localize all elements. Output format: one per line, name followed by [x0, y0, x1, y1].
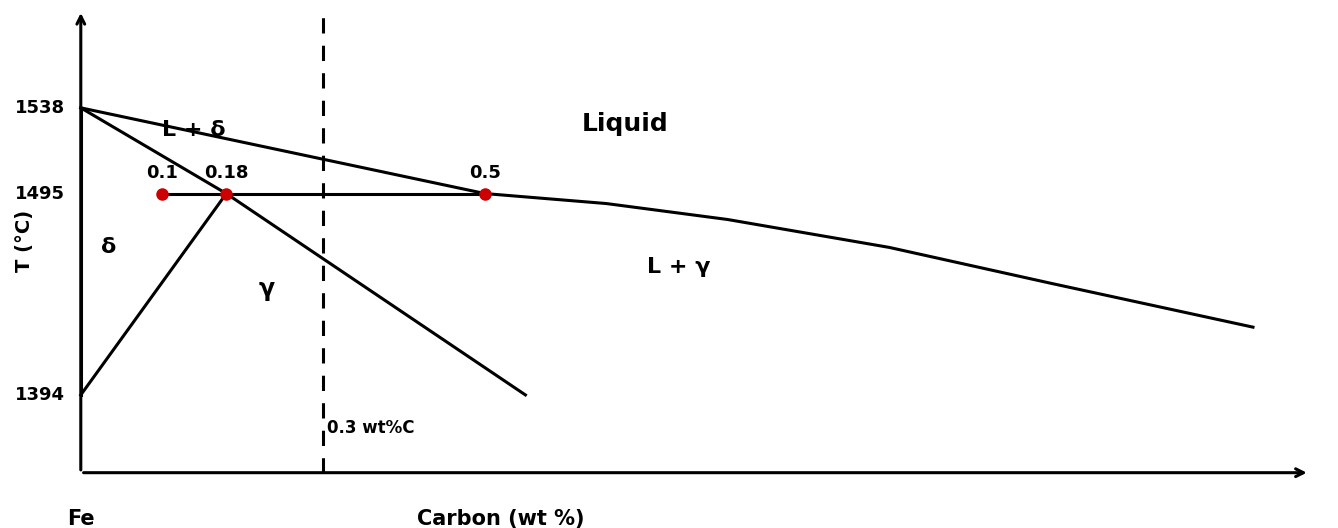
Text: T (°C): T (°C): [15, 210, 33, 272]
Text: L + δ: L + δ: [162, 120, 225, 140]
Text: L + γ: L + γ: [646, 257, 710, 277]
Text: 0.1: 0.1: [146, 164, 178, 182]
Text: 0.5: 0.5: [470, 164, 500, 182]
Text: 0.18: 0.18: [205, 164, 249, 182]
Text: 1538: 1538: [15, 99, 64, 117]
Text: Liquid: Liquid: [582, 112, 669, 136]
Text: 0.3 wt%C: 0.3 wt%C: [328, 419, 415, 437]
Text: δ: δ: [100, 238, 116, 258]
Text: 1394: 1394: [15, 386, 64, 404]
Text: Carbon (wt %): Carbon (wt %): [417, 508, 585, 528]
Text: γ: γ: [258, 277, 274, 301]
Text: Fe: Fe: [67, 508, 95, 528]
Text: 1495: 1495: [15, 185, 64, 203]
